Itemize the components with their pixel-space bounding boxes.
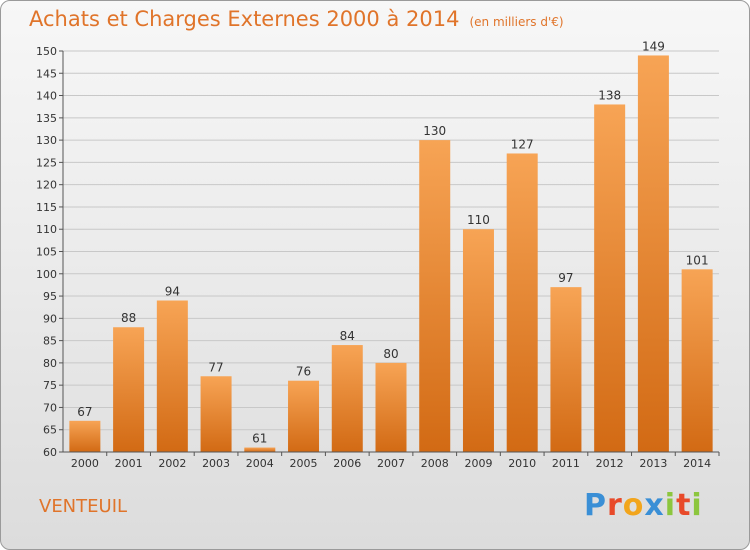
bar-2011 <box>550 287 582 452</box>
y-tick-label: 130 <box>36 134 57 147</box>
bar-2013 <box>637 55 669 452</box>
bar-2006 <box>331 345 363 452</box>
y-tick-label: 100 <box>36 268 57 281</box>
bar-2014 <box>681 269 713 452</box>
logo-letter: P <box>584 488 607 523</box>
data-label-2008: 130 <box>423 124 446 138</box>
data-label-2003: 77 <box>208 360 223 374</box>
bar-2009 <box>462 229 494 452</box>
y-tick-label: 85 <box>43 335 57 348</box>
x-tick-label-2010: 2010 <box>508 457 536 470</box>
x-tick-label-2014: 2014 <box>683 457 711 470</box>
y-tick-label: 75 <box>43 379 57 392</box>
logo-letter: t <box>676 488 692 523</box>
y-tick-label: 145 <box>36 67 57 80</box>
x-tick-label-2005: 2005 <box>290 457 318 470</box>
bar-2008 <box>419 140 451 452</box>
data-label-2009: 110 <box>467 213 490 227</box>
chart-title: Achats et Charges Externes 2000 à 2014 (e… <box>29 7 564 31</box>
proxiti-logo[interactable]: Proxiti <box>584 488 703 523</box>
x-tick-label-2001: 2001 <box>115 457 143 470</box>
bars <box>69 55 713 452</box>
x-tick-label-2013: 2013 <box>639 457 667 470</box>
data-label-2011: 97 <box>558 271 573 285</box>
y-tick-label: 125 <box>36 156 57 169</box>
data-label-2005: 76 <box>296 365 311 379</box>
data-label-2000: 67 <box>77 405 92 419</box>
y-tick-label: 135 <box>36 112 57 125</box>
bar-2002 <box>156 300 188 452</box>
bar-2004 <box>244 447 276 452</box>
x-tick-label-2012: 2012 <box>596 457 624 470</box>
data-label-2012: 138 <box>598 88 621 102</box>
y-tick-label: 105 <box>36 246 57 259</box>
data-label-2006: 84 <box>340 329 355 343</box>
data-label-2010: 127 <box>511 137 534 151</box>
y-tick-label: 95 <box>43 290 57 303</box>
x-tick-label-2006: 2006 <box>333 457 361 470</box>
x-tick-label-2008: 2008 <box>421 457 449 470</box>
data-label-2001: 88 <box>121 311 136 325</box>
x-tick-label-2011: 2011 <box>552 457 580 470</box>
y-tick-label: 150 <box>36 45 57 58</box>
y-tick-label: 65 <box>43 424 57 437</box>
bar-2000 <box>69 420 101 452</box>
logo-letter: x <box>644 488 665 523</box>
bar-2007 <box>375 362 407 452</box>
x-tick-label-2007: 2007 <box>377 457 405 470</box>
logo-letter: i <box>691 488 703 523</box>
logo-letter: i <box>664 488 677 523</box>
axes: 60 65 70 75 80 85 90 95 100 105 110 115 120 125 130 135… <box>36 45 720 470</box>
y-tick-label: 115 <box>36 201 57 214</box>
x-tick-label-2004: 2004 <box>246 457 274 470</box>
chart-subtitle: (en milliers d'€) <box>469 15 564 29</box>
data-label-2014: 101 <box>686 253 709 267</box>
logo-letter: o <box>622 488 645 523</box>
bar-2001 <box>113 327 145 452</box>
y-tick-label: 90 <box>43 312 57 325</box>
bar-2005 <box>288 380 320 452</box>
y-tick-label: 110 <box>36 223 57 236</box>
bar-2010 <box>506 153 538 452</box>
y-tick-label: 60 <box>43 446 57 459</box>
x-tick-label-2009: 2009 <box>464 457 492 470</box>
bar-2003 <box>200 376 232 452</box>
x-tick-label-2003: 2003 <box>202 457 230 470</box>
x-tick-label-2000: 2000 <box>71 457 99 470</box>
y-tick-label: 70 <box>43 401 57 414</box>
commune-name: VENTEUIL <box>39 496 128 517</box>
data-label-2002: 94 <box>165 285 180 299</box>
y-tick-label: 120 <box>36 179 57 192</box>
y-tick-label: 80 <box>43 357 57 370</box>
data-labels: 67 88 94 77 61 76 84 80 130 110 127 97 138 149 101 <box>77 39 708 445</box>
chart-title-text: Achats et Charges Externes 2000 à 2014 <box>29 7 460 31</box>
data-label-2007: 80 <box>383 347 398 361</box>
logo-letter: r <box>607 488 623 523</box>
data-label-2013: 149 <box>642 39 665 53</box>
y-tick-label: 140 <box>36 90 57 103</box>
data-label-2004: 61 <box>252 432 267 446</box>
x-tick-label-2002: 2002 <box>158 457 186 470</box>
bar-2012 <box>594 104 626 452</box>
